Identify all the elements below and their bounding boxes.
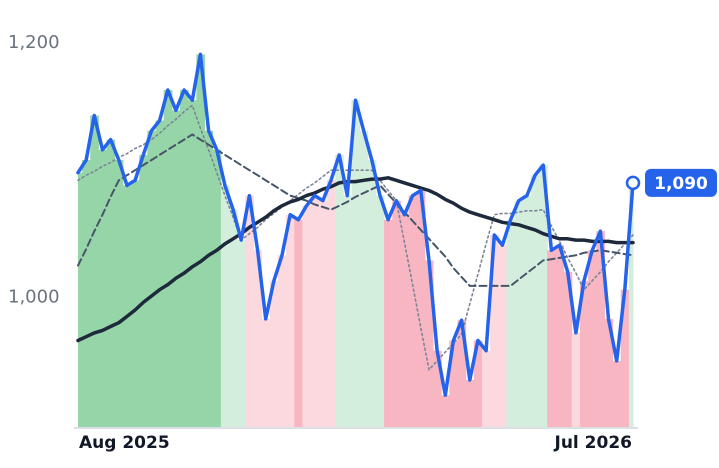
band xyxy=(514,200,524,427)
last-value-pill xyxy=(645,168,717,197)
band xyxy=(424,260,434,427)
band xyxy=(400,214,410,427)
band xyxy=(555,245,565,427)
series-line xyxy=(76,176,635,343)
band xyxy=(482,350,491,427)
band xyxy=(375,195,385,427)
band xyxy=(465,379,475,427)
x-tick-label: Aug 2025 xyxy=(79,433,170,453)
band xyxy=(522,195,532,427)
band xyxy=(310,195,320,427)
band xyxy=(163,90,173,427)
band xyxy=(620,289,630,427)
series-line xyxy=(77,104,634,371)
band xyxy=(269,280,279,427)
band xyxy=(131,180,140,427)
band xyxy=(457,320,467,427)
band xyxy=(449,340,459,427)
band xyxy=(498,245,507,427)
band xyxy=(122,185,132,427)
band xyxy=(147,130,157,427)
band xyxy=(392,200,401,427)
band xyxy=(384,219,393,427)
band xyxy=(237,240,246,427)
y-tick-label: 1,000 xyxy=(8,286,60,307)
band xyxy=(139,154,148,427)
band xyxy=(196,54,206,427)
band xyxy=(571,332,581,427)
band xyxy=(98,149,108,427)
band xyxy=(228,209,238,427)
band xyxy=(180,90,189,427)
band xyxy=(367,159,377,427)
band xyxy=(433,350,442,427)
band xyxy=(490,235,499,427)
band xyxy=(539,165,548,427)
band xyxy=(604,318,614,427)
band xyxy=(563,271,573,427)
band xyxy=(335,154,344,427)
band xyxy=(359,130,369,427)
band xyxy=(90,115,99,428)
band xyxy=(204,130,214,427)
band xyxy=(351,100,361,428)
band xyxy=(408,195,418,427)
x-tick-label: Jul 2026 xyxy=(554,433,633,453)
last-value-label: 1,090 xyxy=(654,174,708,194)
band xyxy=(294,219,303,427)
band xyxy=(506,219,516,427)
band xyxy=(188,100,197,428)
series-line xyxy=(76,52,635,397)
band xyxy=(220,185,230,427)
band xyxy=(155,120,165,427)
band xyxy=(612,360,622,427)
band xyxy=(628,182,634,427)
band xyxy=(114,159,124,427)
band xyxy=(530,175,540,427)
band xyxy=(106,139,116,428)
band xyxy=(441,395,450,427)
band xyxy=(318,200,328,427)
band xyxy=(82,159,91,427)
band xyxy=(212,149,222,427)
last-point xyxy=(625,175,641,191)
band xyxy=(596,231,605,427)
band xyxy=(245,195,254,427)
band xyxy=(78,172,83,427)
band xyxy=(473,340,483,427)
band xyxy=(579,280,589,427)
band xyxy=(416,190,426,427)
band xyxy=(343,195,352,427)
band xyxy=(547,250,556,427)
band xyxy=(326,180,336,427)
band xyxy=(261,318,271,427)
band xyxy=(253,250,263,427)
band xyxy=(588,250,597,427)
band xyxy=(171,110,181,427)
band xyxy=(302,205,312,427)
y-tick-label: 1,200 xyxy=(8,32,60,53)
band xyxy=(277,255,287,427)
band xyxy=(286,214,295,427)
series-line xyxy=(77,133,634,287)
